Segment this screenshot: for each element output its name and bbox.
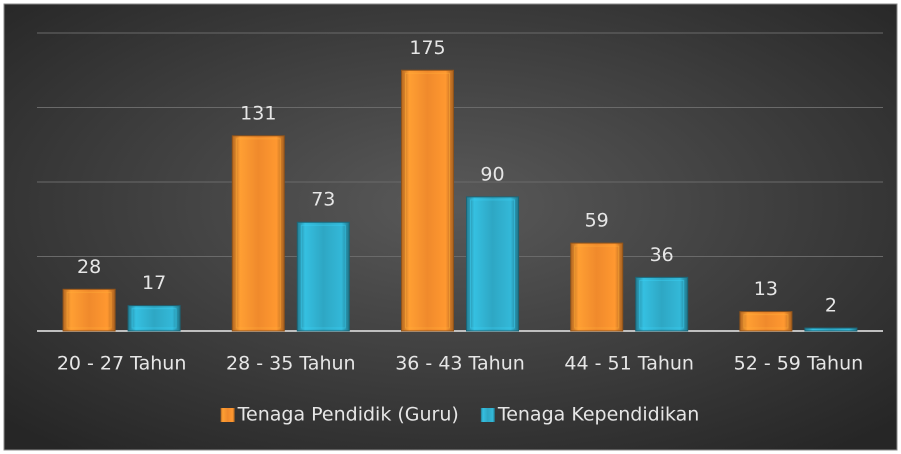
data-label: 2	[825, 295, 837, 317]
data-label: 36	[650, 244, 674, 266]
legend-label: Tenaga Pendidik (Guru)	[237, 404, 459, 426]
data-label: 73	[311, 189, 335, 211]
bar	[570, 242, 624, 332]
data-label: 90	[480, 163, 504, 185]
data-label: 28	[77, 256, 101, 278]
x-tick-label: 20 - 27 Tahun	[57, 353, 187, 375]
data-label: 59	[585, 210, 609, 232]
x-tick-label: 44 - 51 Tahun	[564, 353, 694, 375]
bar	[296, 221, 350, 332]
bar-bevel	[743, 314, 789, 329]
legend-swatch	[220, 408, 235, 422]
bar-bevel	[235, 138, 281, 329]
bar	[635, 276, 689, 332]
bar-bevel	[131, 308, 177, 329]
data-label: 17	[142, 272, 166, 294]
x-tick-label: 36 - 43 Tahun	[395, 353, 525, 375]
bar-bevel	[470, 199, 515, 329]
legend-swatch	[480, 408, 495, 422]
bar-bevel	[639, 279, 685, 329]
legend-label: Tenaga Kependidikan	[497, 404, 700, 426]
legend: Tenaga Pendidik (Guru) Tenaga Kependidika…	[220, 404, 700, 426]
bar	[62, 288, 116, 332]
bar	[739, 311, 793, 332]
bar	[231, 135, 285, 332]
bar-bevel	[405, 72, 450, 329]
bar-bevel	[574, 245, 620, 329]
x-tick-label: 52 - 59 Tahun	[734, 353, 864, 375]
bar	[466, 196, 519, 332]
data-label: 175	[409, 37, 445, 59]
data-label: 13	[754, 278, 778, 300]
bar	[804, 327, 858, 332]
bar	[401, 69, 454, 332]
x-tick-label: 28 - 35 Tahun	[226, 353, 356, 375]
bar	[127, 305, 181, 332]
bar-bevel	[300, 224, 346, 329]
bar-bevel	[66, 291, 112, 329]
data-label: 131	[240, 102, 276, 124]
